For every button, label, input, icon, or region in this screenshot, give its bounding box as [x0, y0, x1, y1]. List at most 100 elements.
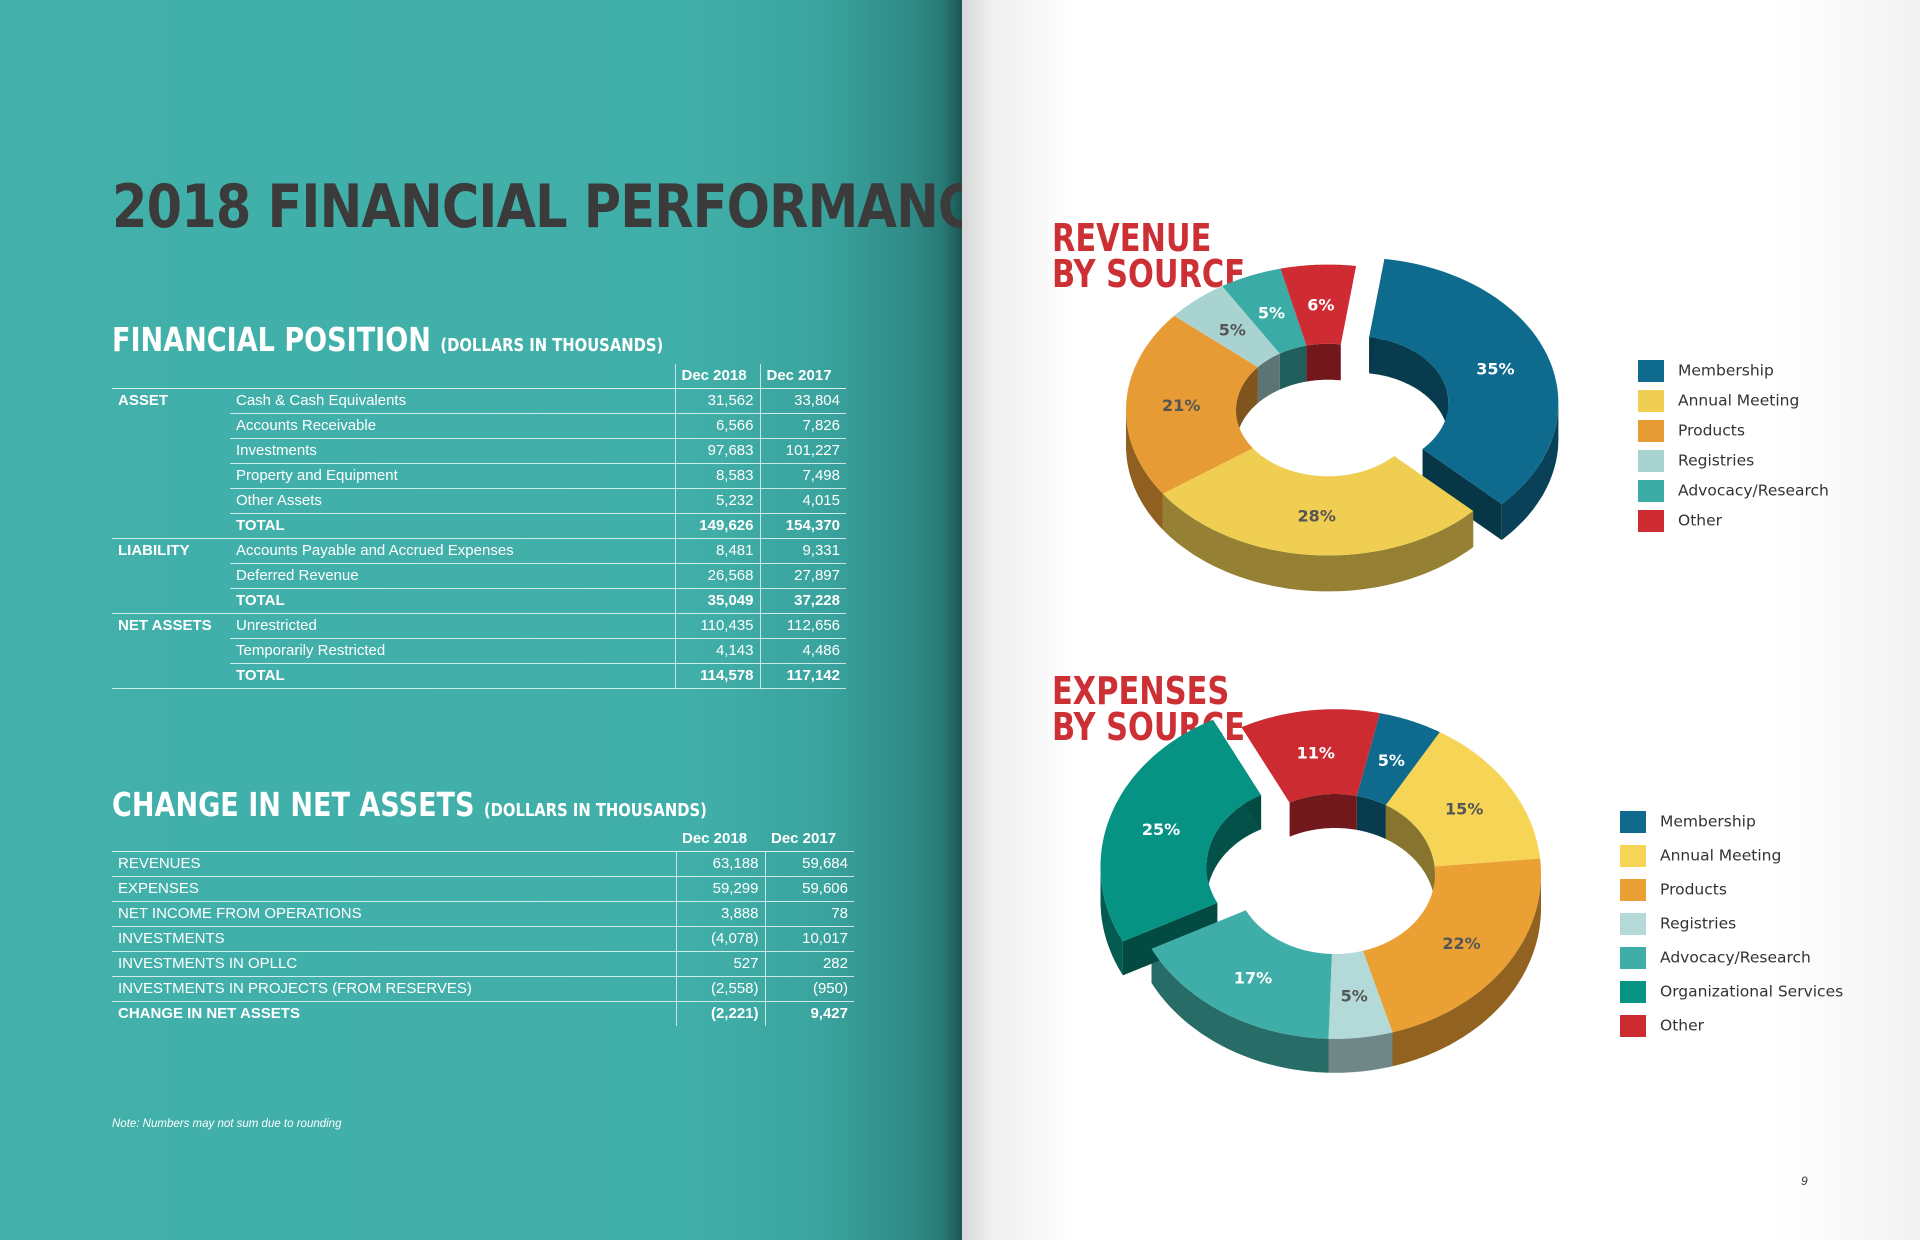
legend-swatch [1620, 878, 1646, 901]
group-label [112, 564, 230, 589]
value-dec-2017: 154,370 [760, 513, 846, 539]
slice-products [1362, 858, 1541, 1033]
legend-swatch [1638, 419, 1664, 442]
table-row: NET INCOME FROM OPERATIONS 3,888 78 [112, 901, 854, 927]
change-in-net-assets-subheading: (DOLLARS IN THOUSANDS) [483, 800, 707, 821]
value-dec-2017: 59,684 [765, 851, 854, 877]
value-dec-2017: (950) [765, 976, 854, 1002]
row-label: Other Assets [230, 488, 675, 514]
table-row: ASSET Cash & Cash Equivalents 31,562 33,804 [112, 388, 846, 414]
legend-label: Membership [1660, 812, 1756, 831]
group-label [112, 639, 230, 664]
slice-inner-other [1306, 343, 1341, 382]
slice-inner-annual-meeting [1385, 805, 1435, 901]
table-row: INVESTMENTS (4,078) 10,017 [112, 926, 854, 952]
legend-item-annual-meeting: Annual Meeting [1620, 842, 1843, 876]
revenue-title-line-1: REVENUE [1052, 216, 1212, 260]
value-dec-2017: 33,804 [760, 388, 846, 414]
row-label: EXPENSES [112, 876, 676, 902]
table-row: Other Assets 5,232 4,015 [112, 488, 846, 514]
row-label: Temporarily Restricted [230, 638, 675, 664]
value-dec-2017: 10,017 [765, 926, 854, 952]
slice-cut-membership [1422, 448, 1502, 540]
column-header-dec-2018: Dec 2018 [676, 827, 765, 852]
legend-item-membership: Membership [1620, 808, 1843, 842]
legend-item-organizational-services: Organizational Services [1620, 978, 1843, 1012]
row-label: NET INCOME FROM OPERATIONS [112, 901, 676, 927]
slice-membership [1369, 258, 1559, 504]
legend-label: Other [1660, 1016, 1705, 1035]
legend-item-registries: Registries [1620, 910, 1843, 944]
value-dec-2018: 8,583 [674, 463, 761, 489]
donut-sides [1126, 258, 1559, 592]
legend-label: Advocacy/Research [1660, 948, 1811, 967]
legend-item-advocacy-research: Advocacy/Research [1620, 944, 1843, 978]
change-in-net-assets-table: Dec 2018 Dec 2017 REVENUES 63,188 59,684 EX… [112, 827, 854, 1026]
legend-item-registries: Registries [1638, 447, 1829, 477]
right-page: REVENUE BY SOURCE 35% 28% 21% 5% 5% 6% Member… [962, 0, 1920, 1240]
slice-registries [1328, 950, 1393, 1039]
slice-inner-membership [1369, 337, 1449, 439]
value-dec-2018: 63,188 [675, 851, 766, 877]
slice-label-registries: 5% [1341, 986, 1368, 1005]
legend-item-other: Other [1620, 1012, 1843, 1046]
value-dec-2017: 9,427 [810, 1005, 848, 1022]
slice-label-products: 21% [1162, 396, 1200, 415]
table-row: Property and Equipment 8,583 7,498 [112, 463, 846, 489]
column-header-dec-2018: Dec 2018 [674, 364, 761, 389]
table-header-row: Dec 2018 Dec 2017 [112, 827, 854, 852]
value-dec-2017: 112,656 [760, 613, 846, 639]
table-row: LIABILITY Accounts Payable and Accrued Ex… [112, 538, 846, 564]
value-dec-2018: 3,888 [675, 901, 766, 927]
group-label [112, 414, 230, 439]
value-dec-2017: 78 [765, 901, 854, 927]
value-dec-2018: 6,566 [674, 413, 761, 439]
slice-label-membership: 35% [1476, 360, 1514, 379]
slice-annual-meeting [1385, 732, 1541, 867]
value-dec-2017: 117,142 [760, 663, 846, 689]
value-dec-2017: 7,498 [760, 463, 846, 489]
legend-swatch [1620, 980, 1646, 1003]
row-label: INVESTMENTS IN OPLLC [112, 951, 676, 977]
slice-label-registries: 5% [1219, 321, 1246, 340]
slice-products [1126, 315, 1258, 494]
value-dec-2018: 97,683 [674, 438, 761, 464]
group-label [112, 464, 230, 489]
table-header-row: Dec 2018 Dec 2017 [112, 364, 846, 389]
legend-label: Registries [1678, 451, 1755, 470]
group-label: LIABILITY [118, 542, 190, 560]
legend-label: Other [1678, 511, 1723, 530]
value-dec-2017: 37,228 [760, 588, 846, 614]
revenue-donut-chart: 35% 28% 21% 5% 5% 6% [1126, 258, 1559, 592]
value-dec-2017: 9,331 [760, 538, 846, 564]
header-spacer [230, 364, 675, 389]
legend-label: Registries [1660, 914, 1737, 933]
donut-tops [1126, 258, 1559, 556]
page-number: 9 [1801, 1174, 1808, 1188]
slice-label-annual-meeting: 28% [1298, 507, 1336, 526]
table-row: EXPENSES 59,299 59,606 [112, 876, 854, 902]
legend-swatch [1638, 389, 1664, 412]
legend-label: Annual Meeting [1678, 391, 1800, 410]
table-row: Accounts Receivable 6,566 7,826 [112, 413, 846, 439]
table-row: NET ASSETS Unrestricted 110,435 112,656 [112, 613, 846, 639]
slice-label-products: 22% [1442, 934, 1480, 953]
legend-swatch [1638, 479, 1664, 502]
rounding-note: Note: Numbers may not sum due to roundin… [112, 1118, 342, 1130]
slice-side-products [1392, 874, 1541, 1067]
slice-cut-organizational-services [1122, 902, 1218, 976]
donut-tops [1100, 709, 1541, 1039]
row-label: Deferred Revenue [230, 563, 675, 589]
value-dec-2017: 101,227 [760, 438, 846, 464]
legend-swatch [1638, 359, 1664, 382]
slice-advocacy-research [1151, 910, 1332, 1039]
row-label: Cash & Cash Equivalents [230, 388, 675, 414]
legend-label: Organizational Services [1660, 982, 1844, 1001]
value-dec-2018: 114,578 [674, 663, 761, 689]
legend-swatch [1620, 946, 1646, 969]
financial-position-title: FINANCIAL POSITION [112, 320, 431, 359]
row-label: INVESTMENTS IN PROJECTS (FROM RESERVES) [112, 976, 676, 1002]
slice-registries [1174, 286, 1280, 368]
group-label [112, 588, 230, 614]
value-dec-2018: (2,221) [675, 1001, 766, 1026]
